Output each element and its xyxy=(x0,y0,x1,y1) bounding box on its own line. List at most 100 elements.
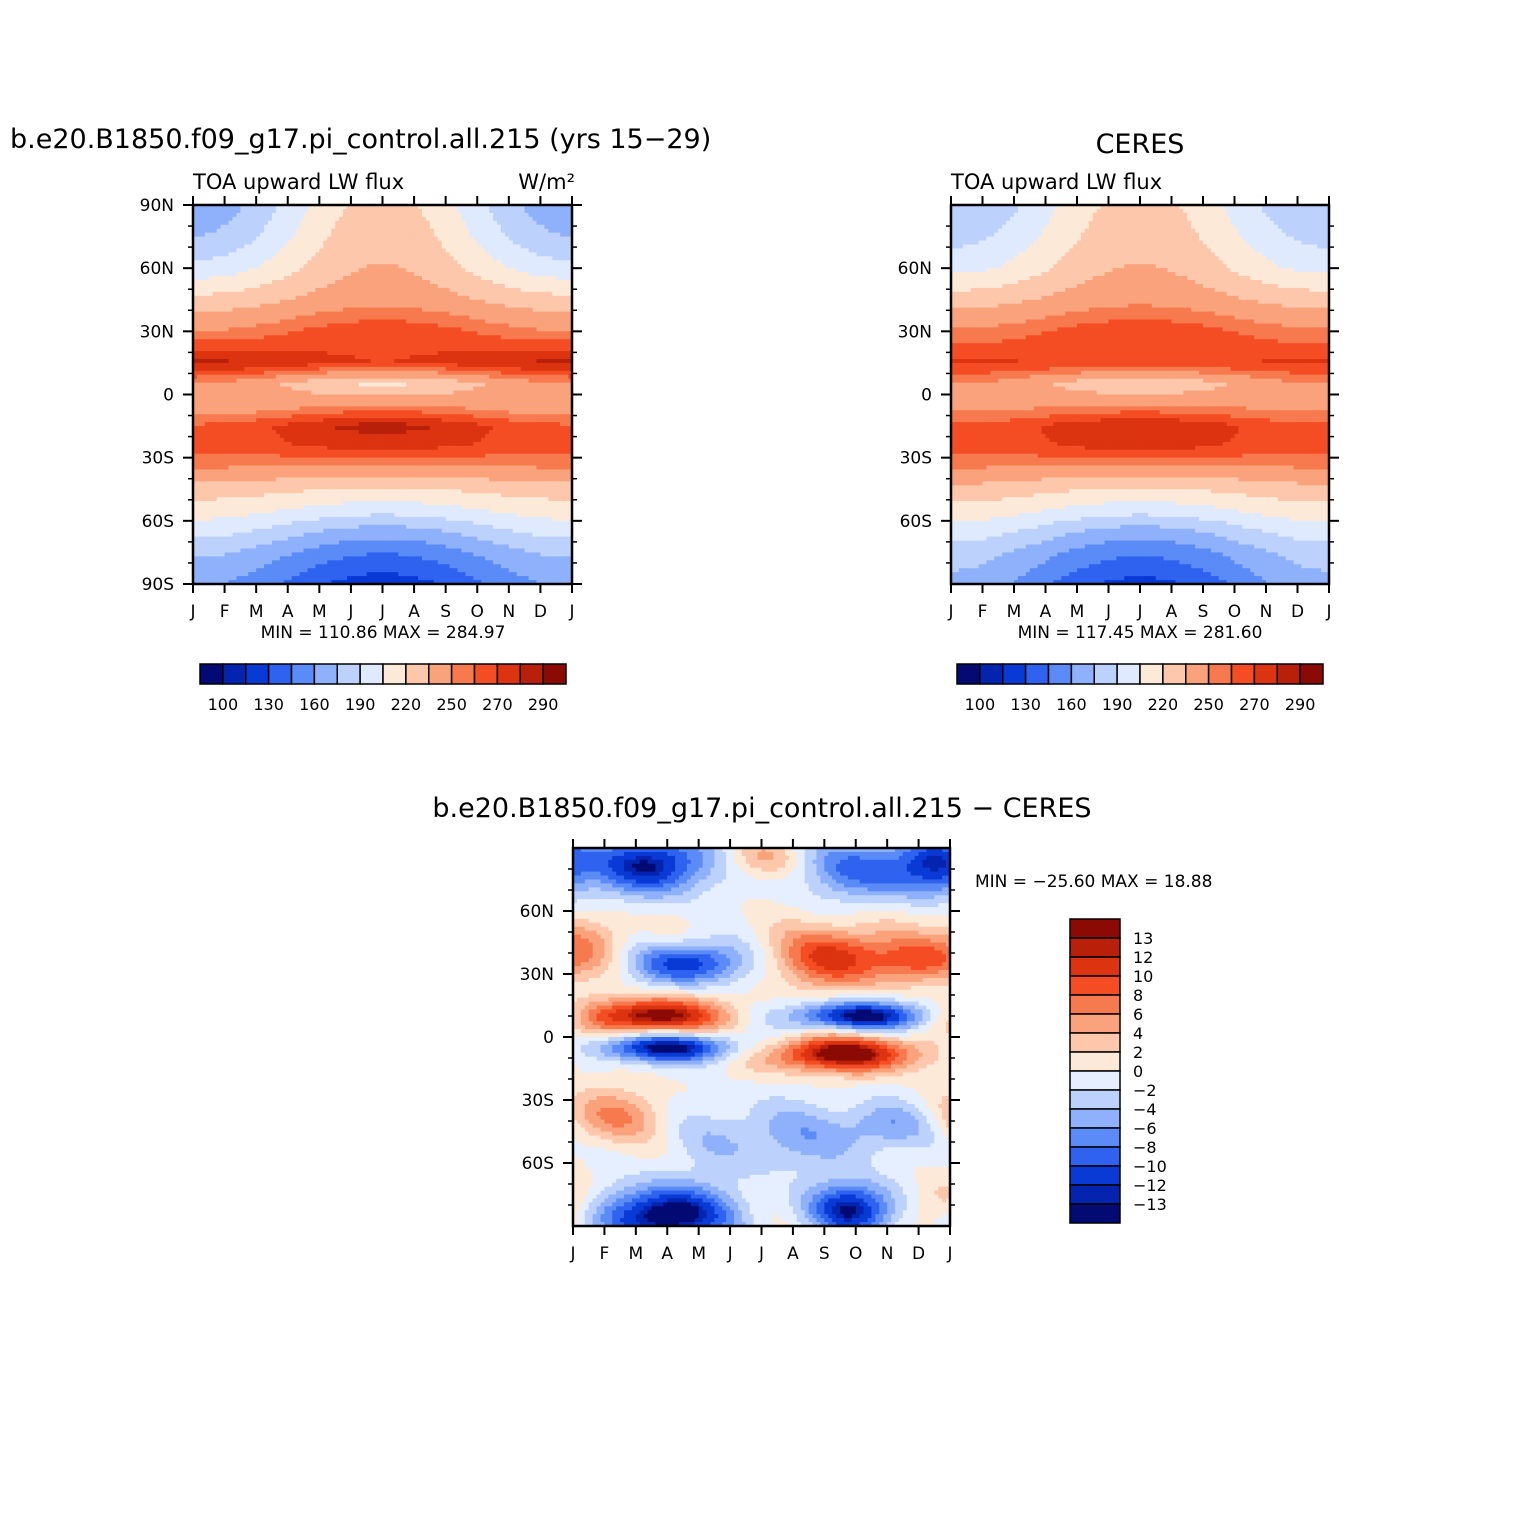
panel1-cell xyxy=(402,323,407,328)
panel1-cell xyxy=(512,382,518,388)
panel1-cell xyxy=(331,256,336,261)
panel1-cell xyxy=(323,260,328,265)
panel1-cell xyxy=(252,335,257,340)
panel1-cell xyxy=(461,402,467,407)
panel1-cell xyxy=(268,240,273,246)
panel1-cell xyxy=(378,228,384,234)
panel1-cell xyxy=(536,220,542,226)
panel1-cell xyxy=(540,394,545,400)
panel1-cell xyxy=(402,216,407,222)
panel1-cell xyxy=(374,370,380,376)
panel1-cell xyxy=(421,228,427,234)
panel1-cell xyxy=(493,272,498,277)
panel1-cell xyxy=(457,228,463,234)
panel1-cell xyxy=(260,311,265,317)
panel1-cell xyxy=(418,283,423,289)
panel1-cell xyxy=(193,287,198,293)
panel1-cell xyxy=(465,335,470,340)
panel1-cell xyxy=(437,355,443,360)
panel1-cell xyxy=(449,311,455,317)
panel1-cell xyxy=(493,402,498,407)
panel1-cell xyxy=(370,303,376,309)
panel1-cell xyxy=(520,244,526,250)
panel1-cell xyxy=(362,272,368,277)
panel1-cell xyxy=(279,402,285,407)
panel1-cell xyxy=(291,351,297,356)
panel1-cell xyxy=(303,358,309,364)
panel1-cell xyxy=(323,315,328,321)
panel1-cell xyxy=(556,256,561,261)
panel1-cell xyxy=(504,244,510,250)
panel1-cell xyxy=(414,212,419,218)
panel1-cell xyxy=(465,398,470,403)
panel1-cell xyxy=(552,205,557,210)
panel1-cell xyxy=(548,264,553,269)
panel1-cell xyxy=(410,378,415,384)
panel1-cell xyxy=(307,287,313,293)
panel1-cell xyxy=(327,216,332,222)
panel1-cell xyxy=(453,390,459,396)
panel1-cell xyxy=(358,311,364,317)
panel1-cell xyxy=(496,402,502,407)
panel1-cell xyxy=(374,303,380,309)
panel1-cell xyxy=(240,232,245,238)
panel1-cell xyxy=(252,311,257,317)
panel1-cell xyxy=(350,327,356,332)
panel1-cell xyxy=(445,280,451,285)
panel1-cell xyxy=(307,208,313,214)
panel1-cell xyxy=(303,228,309,234)
panel1-cell xyxy=(548,390,553,396)
panel1-cell xyxy=(350,374,356,380)
panel1-cell xyxy=(200,272,206,277)
panel1-cell xyxy=(279,295,285,301)
panel1-cell xyxy=(283,406,289,411)
panel1-cell xyxy=(196,216,202,222)
panel1-cell xyxy=(544,232,549,238)
panel1-cell xyxy=(204,335,210,340)
panel1-cell xyxy=(441,394,447,400)
panel1-cell xyxy=(268,307,273,313)
panel1-cell xyxy=(425,343,431,348)
panel1-cell xyxy=(528,366,534,372)
panel1-cell xyxy=(343,280,348,285)
panel1-cell xyxy=(536,402,542,407)
panel1-cell xyxy=(453,347,459,352)
panel1-cell xyxy=(445,394,451,400)
panel1-cell xyxy=(457,268,463,273)
panel1-cell xyxy=(402,240,407,246)
panel1-cell xyxy=(339,343,344,348)
panel1-cell xyxy=(453,335,459,340)
panel1-cell xyxy=(410,283,415,289)
panel1-cell xyxy=(271,382,277,388)
panel1-cell xyxy=(291,208,297,214)
panel1-cell xyxy=(200,307,206,313)
panel1-cell xyxy=(327,355,332,360)
panel1-cell xyxy=(216,287,222,293)
panel1-cell xyxy=(232,355,238,360)
panel1-cell xyxy=(339,232,344,238)
panel1-cell xyxy=(402,295,407,301)
panel1-cell xyxy=(248,208,253,214)
panel1-cell xyxy=(346,291,352,297)
panel1-cell xyxy=(560,276,565,281)
panel1-cell xyxy=(346,280,352,285)
panel1-cell xyxy=(216,260,222,265)
panel1-cell xyxy=(398,268,403,273)
panel1-cell xyxy=(540,216,545,222)
panel1-cell xyxy=(350,240,356,246)
panel1-cell xyxy=(544,358,549,364)
panel1-cell xyxy=(240,205,245,210)
panel1-cell xyxy=(208,232,214,238)
panel1-cell xyxy=(295,216,301,222)
panel1-cell xyxy=(402,311,407,317)
panel1-cell xyxy=(500,264,506,269)
panel1-cell xyxy=(319,236,324,242)
panel1-cell xyxy=(441,370,447,376)
panel1-cell xyxy=(252,327,257,332)
panel1-cell xyxy=(268,370,273,376)
panel1-cell xyxy=(568,236,573,242)
panel1-cell xyxy=(556,212,561,218)
panel1-cell xyxy=(493,366,498,372)
panel1-cell xyxy=(568,355,573,360)
panel1-cell xyxy=(508,212,514,218)
